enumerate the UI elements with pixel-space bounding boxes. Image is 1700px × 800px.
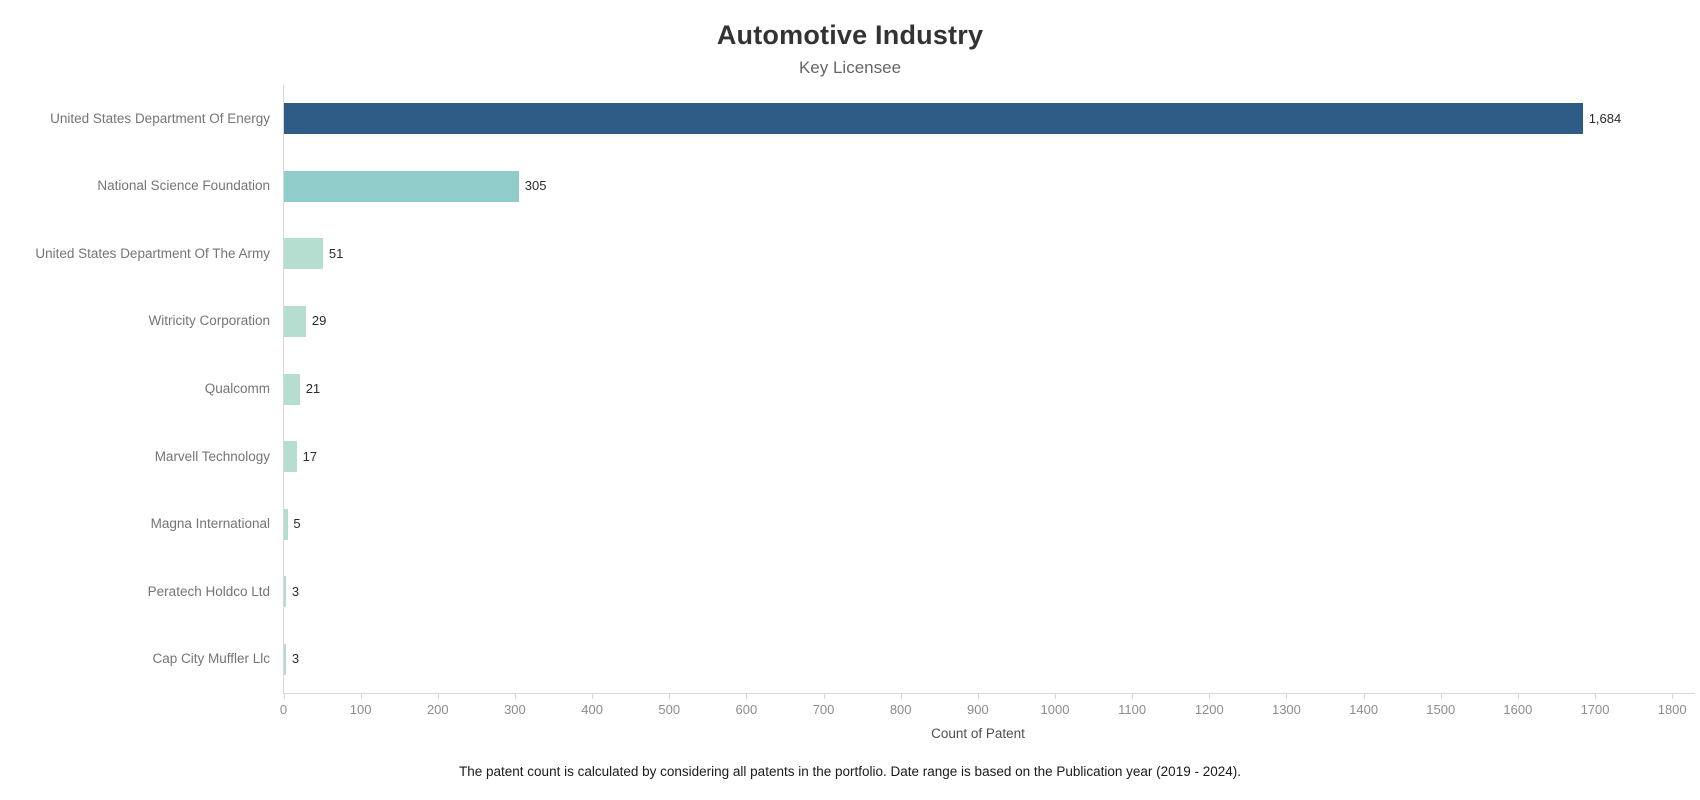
value-label: 1,684: [1588, 110, 1622, 126]
category-label: Peratech Holdco Ltd: [147, 583, 270, 599]
x-axis-tick-label: 1300: [1271, 702, 1301, 717]
bar[interactable]: [284, 441, 298, 473]
chart-subtitle: Key Licensee: [798, 58, 902, 77]
x-axis-tick-label: 1200: [1194, 702, 1224, 717]
bar[interactable]: [284, 170, 520, 202]
x-axis-tick-mark: [1286, 693, 1288, 699]
category-label: Magna International: [150, 516, 270, 532]
category-label: Marvell Technology: [154, 448, 270, 464]
bar[interactable]: [284, 576, 287, 608]
x-axis-tick-label: 0: [279, 702, 288, 717]
value-label: 21: [305, 381, 321, 396]
x-axis-tick-label: 100: [349, 702, 372, 717]
x-axis-tick-label: 300: [504, 702, 526, 717]
x-axis-tick-mark: [592, 693, 594, 699]
x-axis-tick-label: 1400: [1349, 702, 1379, 717]
x-axis-tick-mark: [1209, 693, 1211, 699]
value-label: 5: [293, 516, 301, 532]
x-axis-tick-label: 1000: [1040, 702, 1070, 717]
category-label: Qualcomm: [204, 381, 270, 396]
x-axis-tick-mark: [437, 693, 439, 699]
x-axis-tick-label: 800: [889, 702, 912, 717]
x-axis-title: Count of Patent: [931, 726, 1025, 741]
category-label: United States Department Of The Army: [35, 245, 270, 261]
x-axis-tick-mark: [1440, 693, 1442, 699]
x-axis-tick-label: 400: [581, 702, 603, 717]
bar[interactable]: [284, 238, 324, 270]
x-axis-tick-mark: [823, 693, 825, 699]
x-axis-tick-mark: [746, 693, 748, 699]
category-label: United States Department Of Energy: [50, 110, 270, 126]
value-label: 17: [302, 448, 318, 464]
x-axis-tick-label: 1800: [1657, 702, 1687, 717]
bar[interactable]: [284, 103, 1584, 135]
value-label: 3: [291, 651, 300, 667]
x-axis-tick-mark: [1055, 693, 1056, 699]
chart-title: Automotive Industry: [716, 20, 984, 50]
value-label: 305: [524, 178, 547, 194]
y-axis-line: [283, 85, 284, 694]
bar[interactable]: [284, 508, 288, 540]
bar[interactable]: [284, 643, 287, 675]
x-axis-tick-label: 1500: [1426, 702, 1456, 717]
x-axis-tick-mark: [1132, 693, 1134, 699]
x-axis-tick-mark: [900, 693, 902, 699]
bar[interactable]: [284, 373, 301, 405]
bar[interactable]: [284, 305, 307, 337]
x-axis-tick-label: 700: [812, 702, 835, 717]
x-axis-tick-mark: [1517, 693, 1519, 699]
x-axis-tick-label: 900: [966, 702, 989, 717]
chart-footnote: The patent count is calculated by consid…: [459, 764, 1241, 779]
x-axis-tick-mark: [669, 693, 671, 699]
x-axis-tick-label: 1600: [1503, 702, 1533, 717]
x-axis-tick-label: 1100: [1118, 702, 1147, 717]
x-axis-tick-mark: [1363, 693, 1365, 699]
x-axis-tick-mark: [283, 693, 285, 699]
x-axis-tick-mark: [1595, 693, 1597, 699]
x-axis-tick-label: 500: [658, 702, 681, 717]
value-label: 29: [311, 313, 327, 329]
x-axis-tick-label: 200: [426, 702, 449, 717]
value-label: 51: [328, 245, 344, 261]
x-axis-tick-mark: [360, 693, 362, 699]
x-axis-tick-mark: [977, 693, 979, 699]
category-label: Cap City Muffler Llc: [152, 651, 270, 667]
x-axis-tick-mark: [1672, 693, 1674, 699]
x-axis-line: [283, 693, 1695, 694]
x-axis-tick-label: 1700: [1580, 702, 1610, 717]
x-axis-tick-mark: [514, 693, 516, 699]
x-axis-tick-label: 600: [735, 702, 758, 717]
category-label: Witricity Corporation: [148, 313, 270, 329]
category-label: National Science Foundation: [97, 178, 270, 194]
value-label: 3: [291, 583, 300, 599]
